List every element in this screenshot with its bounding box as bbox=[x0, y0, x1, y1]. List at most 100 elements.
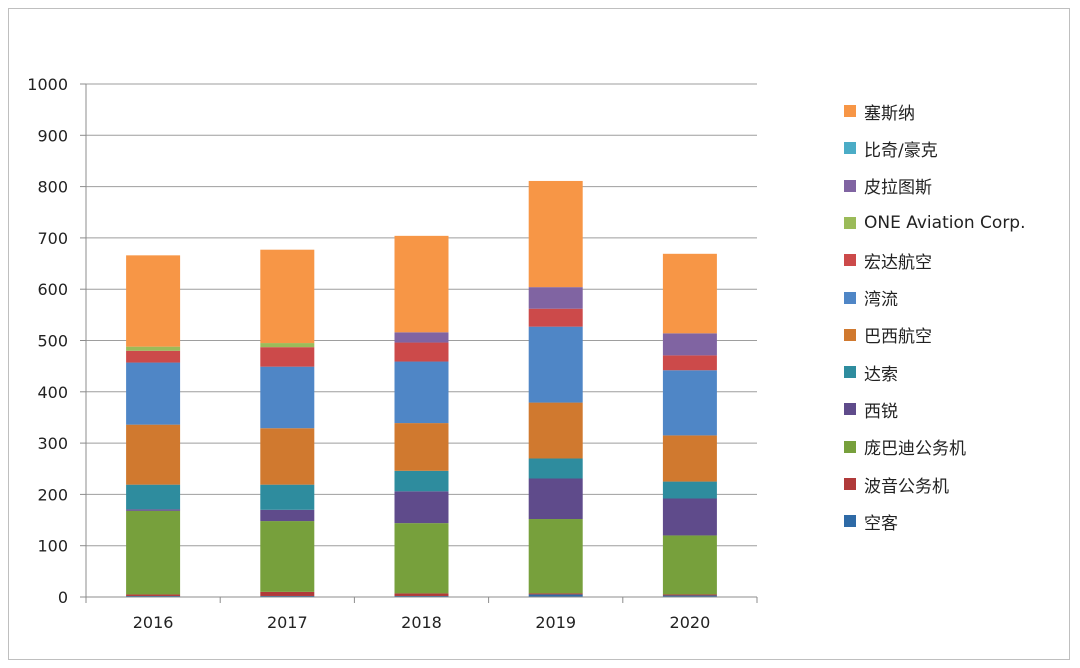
bar-segment bbox=[260, 249, 315, 344]
legend-item: 塞斯纳 bbox=[844, 100, 915, 124]
bar-segment bbox=[662, 535, 717, 595]
x-tick-label: 2020 bbox=[670, 613, 711, 632]
legend-item: 比奇/豪克 bbox=[844, 137, 938, 161]
bar-segment bbox=[260, 509, 315, 522]
bar-segment bbox=[394, 342, 449, 362]
y-tick-label: 100 bbox=[37, 537, 68, 556]
bar-segment bbox=[528, 287, 583, 309]
bar-segment bbox=[394, 593, 449, 596]
x-tick-label: 2016 bbox=[133, 613, 174, 632]
bar-segment bbox=[528, 593, 583, 595]
bar-segment bbox=[126, 362, 181, 425]
bar-segment bbox=[662, 333, 717, 356]
bar-segment bbox=[126, 346, 181, 351]
bar-segment bbox=[528, 180, 583, 288]
bar-segment bbox=[528, 402, 583, 459]
legend-label: ONE Aviation Corp. bbox=[864, 212, 1026, 233]
y-tick-label: 800 bbox=[37, 178, 68, 197]
bar-segment bbox=[126, 595, 181, 597]
bar-segment bbox=[394, 332, 449, 343]
legend-item: 波音公务机 bbox=[844, 473, 949, 497]
bar-segment bbox=[126, 255, 181, 347]
legend-label: 庞巴迪公务机 bbox=[864, 439, 966, 460]
legend-label: 达索 bbox=[864, 364, 898, 385]
bar-segment bbox=[394, 523, 449, 594]
bar-segment bbox=[662, 594, 717, 596]
bar-segment bbox=[528, 458, 583, 479]
legend-label: 波音公务机 bbox=[864, 476, 949, 497]
y-tick-label: 0 bbox=[58, 588, 68, 607]
bar-segment bbox=[662, 370, 717, 436]
chart-frame bbox=[8, 8, 1070, 660]
bar-segment bbox=[260, 428, 315, 485]
y-tick-label: 900 bbox=[37, 126, 68, 145]
y-tick-label: 1000 bbox=[27, 75, 68, 94]
legend-item: 宏达航空 bbox=[844, 249, 932, 273]
bar-segment bbox=[126, 594, 181, 596]
axis-layer: 0 100 200 300 400 500 600 700 800 900 1000 2016 2017… bbox=[27, 75, 758, 632]
legend-swatch bbox=[844, 515, 856, 528]
legend-item: 空客 bbox=[844, 510, 898, 534]
bar-segment bbox=[528, 308, 583, 327]
legend-swatch bbox=[844, 105, 856, 117]
bar-segment bbox=[126, 484, 181, 510]
y-tick-label: 400 bbox=[37, 383, 68, 402]
legend-label: 宏达航空 bbox=[864, 252, 932, 273]
y-tick-label: 600 bbox=[37, 280, 68, 299]
bar-segment bbox=[260, 347, 315, 367]
legend-swatch bbox=[844, 403, 856, 416]
legend-label: 皮拉图斯 bbox=[864, 178, 932, 199]
legend-item: 庞巴迪公务机 bbox=[844, 436, 966, 460]
bar-segment bbox=[528, 478, 583, 520]
bar-segment bbox=[260, 343, 315, 348]
bar-segment bbox=[394, 361, 449, 424]
grid-layer bbox=[86, 83, 757, 547]
legend-item: ONE Aviation Corp. bbox=[844, 212, 1026, 234]
legend-swatch bbox=[844, 216, 856, 229]
bar-segment bbox=[662, 435, 717, 482]
bar-segment bbox=[260, 484, 315, 510]
legend-item: 巴西航空 bbox=[844, 324, 932, 348]
bar-segment bbox=[394, 423, 449, 471]
legend-item: 皮拉图斯 bbox=[844, 175, 932, 199]
legend-label: 西锐 bbox=[864, 401, 898, 422]
bar-segment bbox=[394, 595, 449, 597]
bar-segment bbox=[260, 521, 315, 592]
x-tick-label: 2019 bbox=[535, 613, 576, 632]
legend-swatch bbox=[844, 142, 856, 155]
bar-segment bbox=[260, 595, 315, 597]
bars-layer bbox=[126, 180, 717, 597]
bar-segment bbox=[126, 350, 181, 363]
legend-swatch bbox=[844, 440, 856, 453]
bar-segment bbox=[662, 481, 717, 499]
bar-segment bbox=[260, 366, 315, 429]
x-tick-label: 2018 bbox=[401, 613, 442, 632]
legend-swatch bbox=[844, 328, 856, 341]
legend-swatch bbox=[844, 254, 856, 267]
bar-segment bbox=[126, 424, 181, 485]
bar-segment bbox=[394, 235, 449, 333]
bar-segment bbox=[394, 491, 449, 524]
legend-label: 巴西航空 bbox=[864, 327, 932, 348]
y-tick-label: 200 bbox=[37, 485, 68, 504]
legend-swatch bbox=[844, 291, 856, 304]
y-tick-label: 500 bbox=[37, 332, 68, 351]
legend-item: 湾流 bbox=[844, 287, 898, 310]
bar-segment bbox=[126, 510, 181, 595]
legend-swatch bbox=[844, 366, 856, 379]
legend-item: 达索 bbox=[844, 361, 898, 385]
legend-label: 比奇/豪克 bbox=[864, 140, 938, 161]
bar-segment bbox=[528, 594, 583, 597]
y-tick-label: 700 bbox=[37, 229, 68, 248]
bar-segment bbox=[528, 519, 583, 594]
legend-item: 西锐 bbox=[844, 398, 898, 422]
legend-swatch bbox=[844, 179, 856, 192]
bar-segment bbox=[528, 326, 583, 403]
bar-segment bbox=[662, 498, 717, 536]
bar-segment bbox=[126, 509, 181, 511]
x-tick-label: 2017 bbox=[267, 613, 308, 632]
legend-label: 塞斯纳 bbox=[864, 103, 915, 124]
bar-segment bbox=[662, 595, 717, 597]
y-tick-label: 300 bbox=[37, 434, 68, 453]
